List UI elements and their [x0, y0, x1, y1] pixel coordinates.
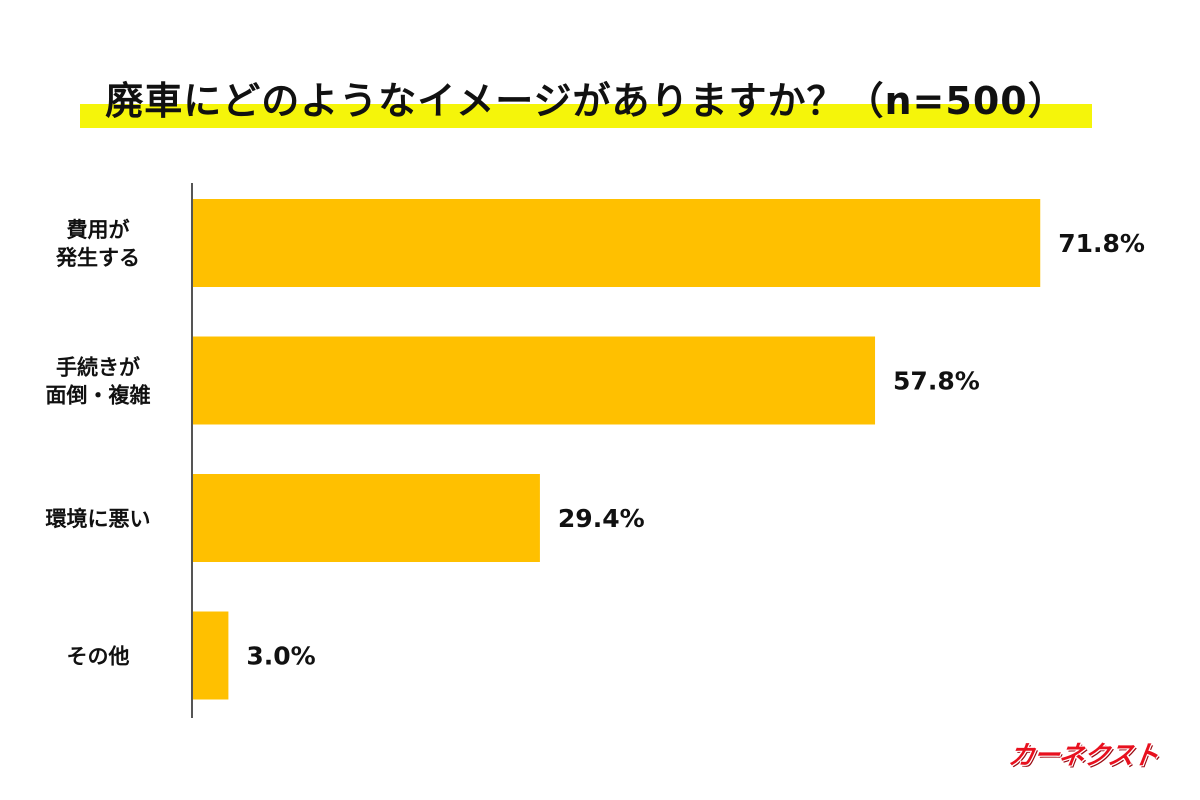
- value-label-3: 3.0%: [246, 642, 315, 671]
- category-label-line: 環境に悪い: [46, 507, 151, 531]
- category-label-line: 発生する: [55, 246, 140, 270]
- category-label-line: 手続きが: [56, 356, 140, 380]
- category-label-1: 手続きが面倒・複雑: [46, 356, 151, 408]
- chart-title-block: 廃車にどのようなイメージがありますか？（n=500）: [80, 64, 1092, 134]
- category-label-line: その他: [67, 645, 130, 669]
- value-label-2: 29.4%: [558, 504, 645, 533]
- value-label-0: 71.8%: [1058, 229, 1145, 258]
- bar-0: [193, 199, 1041, 287]
- value-label-1: 57.8%: [893, 367, 980, 396]
- brand-logo: カーネクスト: [1006, 741, 1160, 771]
- category-label-line: 面倒・複雑: [46, 384, 151, 408]
- category-label-0: 費用が発生する: [55, 218, 140, 270]
- category-label-line: 費用が: [67, 218, 130, 242]
- bars-group: 71.8% 費用が発生する 57.8% 手続きが面倒・複雑 29.4% 環境に悪い 3.0%…: [46, 199, 1145, 700]
- chart-title: 廃車にどのようなイメージがありますか？（n=500）: [105, 79, 1067, 123]
- bar-3: [193, 611, 229, 700]
- category-label-3: その他: [67, 645, 130, 669]
- bar-1: [193, 336, 876, 425]
- title-highlight-bar: [80, 104, 1092, 128]
- category-label-2: 環境に悪い: [46, 507, 151, 531]
- bar-2: [193, 474, 540, 562]
